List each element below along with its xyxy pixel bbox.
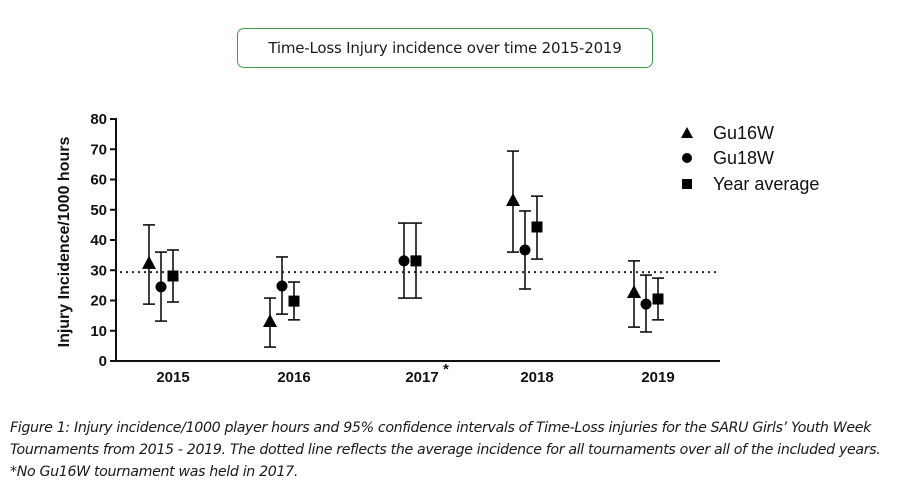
y-tick-label: 30 [90, 262, 107, 279]
data-point-gu18w-2019 [640, 274, 652, 333]
legend-label: Gu16W [713, 123, 774, 143]
y-tick-label: 10 [90, 323, 107, 340]
data-point-year-average-2019 [652, 277, 664, 321]
triangle-marker [142, 255, 156, 269]
data-points [142, 150, 664, 348]
y-tick-label: 60 [90, 172, 107, 189]
circle-marker [398, 255, 410, 267]
data-point-gu16w-2015 [142, 224, 156, 305]
circle-marker [276, 280, 288, 292]
x-tick-label: 2016 [277, 369, 310, 386]
y-tick-label: 70 [90, 141, 107, 158]
square-marker [410, 255, 422, 267]
triangle-marker [263, 313, 277, 327]
legend-item: Gu18W [682, 148, 774, 168]
data-point-year-average-2018 [531, 195, 543, 260]
x-tick-label: 2017 [405, 369, 438, 386]
figure-caption: Figure 1: Injury incidence/1000 player h… [10, 417, 895, 483]
data-point-gu18w-2015 [155, 251, 167, 322]
data-point-year-average-2016 [288, 281, 300, 321]
data-point-gu16w-2016 [263, 297, 277, 348]
legend-triangle-icon [681, 127, 693, 138]
x-tick-label: 2015 [156, 369, 189, 386]
data-point-gu16w-2018 [506, 150, 520, 253]
chart: 0 10 20 30 40 50 60 70 80 Injury Incidence/1000 h… [56, 111, 819, 386]
chart-title-box: Time-Loss Injury incidence over time 201… [237, 28, 653, 68]
y-tick-label: 40 [90, 232, 107, 249]
y-tick-label: 80 [90, 111, 107, 128]
caption-label: Figure 1: [10, 420, 70, 436]
legend-circle-icon [682, 153, 692, 163]
legend-item: Year average [682, 174, 819, 194]
circle-marker [519, 244, 531, 256]
x-tick-annotation: * [443, 361, 449, 378]
y-tick-label: 0 [99, 353, 107, 370]
axes: 0 10 20 30 40 50 60 70 80 Injury Incidence/1000 h… [56, 111, 720, 386]
square-marker [652, 293, 664, 305]
x-tick-label: 2018 [520, 369, 553, 386]
data-point-gu18w-2016 [276, 256, 288, 315]
caption-text: Injury incidence/1000 player hours and 9… [10, 420, 881, 480]
chart-title: Time-Loss Injury incidence over time 201… [268, 39, 622, 57]
triangle-marker [627, 284, 641, 298]
data-point-gu18w-2017 [398, 222, 410, 299]
data-point-gu18w-2018 [519, 210, 531, 290]
triangle-marker [506, 192, 520, 206]
legend-label: Year average [713, 174, 819, 194]
y-axis-title: Injury Incidence/1000 hours [56, 137, 73, 348]
x-tick-label: 2019 [641, 369, 674, 386]
legend-item: Gu16W [681, 123, 774, 143]
y-tick-label: 50 [90, 202, 107, 219]
square-marker [531, 221, 543, 233]
legend-square-icon [682, 179, 692, 189]
data-point-gu16w-2019 [627, 260, 641, 328]
data-point-year-average-2017 [410, 222, 422, 299]
circle-marker [640, 298, 652, 310]
legend: Gu16W Gu18W Year average [681, 123, 819, 194]
square-marker [167, 270, 179, 282]
data-point-year-average-2015 [167, 249, 179, 303]
circle-marker [155, 281, 167, 293]
square-marker [288, 295, 300, 307]
y-tick-label: 20 [90, 293, 107, 310]
legend-label: Gu18W [713, 148, 774, 168]
